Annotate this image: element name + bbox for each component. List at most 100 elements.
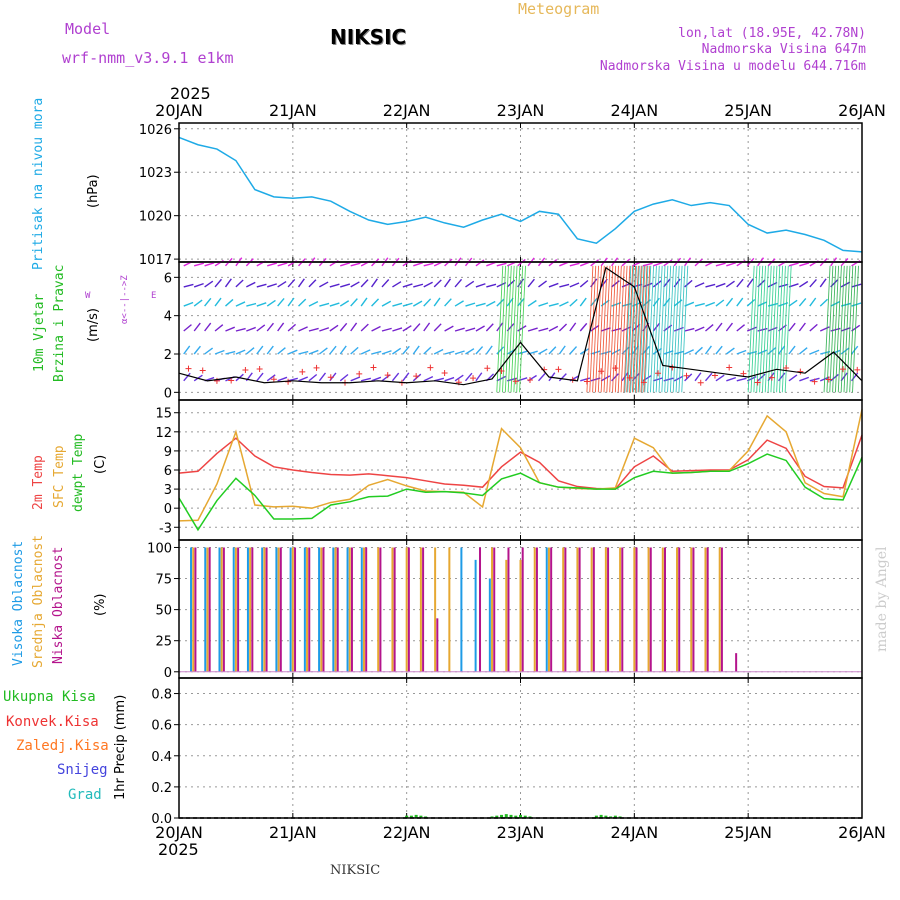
wind-arrow	[444, 350, 455, 355]
precip-bar	[519, 814, 522, 818]
wind-arrow	[736, 278, 744, 288]
wind-arrow	[486, 261, 496, 267]
year-top: 2025	[170, 84, 211, 103]
wind-burst-streak	[626, 265, 634, 393]
wind-arrow	[475, 283, 486, 288]
wind-arrow	[225, 326, 235, 332]
model-name: wrf-nmm_v3.9.1 e1km	[62, 49, 234, 67]
temp-ytick-label: 0	[164, 502, 172, 517]
wind-arrow	[548, 372, 556, 382]
gust-marker	[427, 364, 434, 371]
wind-arrow	[611, 327, 622, 332]
cloud-ytick-label: 50	[155, 604, 172, 619]
wind-arrow	[402, 372, 410, 382]
gust-marker	[768, 374, 775, 381]
wind-arrow	[799, 376, 810, 382]
wind-burst-streak	[650, 265, 657, 393]
wind-arrow	[715, 322, 723, 332]
wind-arrow	[736, 259, 746, 267]
wind-arrow	[694, 346, 703, 355]
wind-arrow	[371, 376, 382, 382]
wind-arrow	[350, 346, 359, 355]
wind-arrow	[788, 299, 798, 307]
wind-burst-streak	[849, 265, 857, 393]
wind-arrow	[193, 262, 205, 267]
wind-arrow	[788, 345, 796, 355]
pressure-panel: 1017 1020 1023 1026	[139, 122, 863, 268]
wind-arrow	[319, 327, 330, 332]
wind-arrow	[287, 323, 297, 332]
wind-arrow	[381, 279, 390, 288]
wind-arrow	[830, 373, 839, 382]
wind-arrow	[392, 281, 402, 288]
wind-burst-streak	[773, 265, 781, 393]
wind-arrow	[350, 281, 360, 288]
wind-arrow	[319, 302, 330, 307]
wind-arrow	[298, 350, 309, 355]
wind-arrow	[308, 327, 319, 332]
wind-arrow	[266, 345, 274, 355]
wind-arrow	[819, 278, 827, 288]
wind-arrow	[840, 281, 851, 288]
wind-arrow	[715, 282, 726, 288]
footer-station: NIKSIC	[330, 863, 380, 878]
wind-arrow	[454, 300, 464, 307]
precip-ytick-label: 0.2	[151, 781, 172, 796]
bottom-date-label: 24JAN	[610, 823, 658, 842]
precip-bar	[490, 816, 494, 818]
wind-arrow	[256, 345, 264, 355]
wind-arrow	[517, 325, 527, 332]
wind-burst-streak	[647, 265, 655, 393]
wind-arrow	[225, 350, 236, 355]
wind-arrow	[183, 372, 191, 382]
wind-arrow	[684, 327, 695, 332]
bottom-date-label: 23JAN	[497, 823, 545, 842]
wind-arrow	[266, 374, 276, 382]
wind-arrow	[653, 261, 663, 267]
wind-arrow	[246, 326, 256, 332]
precip-bar	[523, 815, 527, 818]
wind-arrow	[517, 377, 528, 382]
wind-arrow	[454, 327, 465, 332]
wind-arrow	[245, 347, 255, 355]
wind-arrow	[548, 346, 557, 355]
wind-arrow	[350, 298, 358, 307]
wind-label: 10m Vjetar	[32, 294, 47, 372]
wind-arrow	[371, 325, 381, 332]
wind-arrow	[475, 259, 485, 267]
wind-arrow	[423, 262, 434, 267]
wind-arrow	[256, 302, 267, 307]
precip-panel: 0.0 0.2 0.4 0.6 0.8	[151, 677, 863, 827]
wind-arrow	[736, 377, 747, 382]
dewpt-line	[178, 453, 863, 532]
wind-burst-streak	[681, 265, 689, 393]
wind-burst-streak	[667, 265, 674, 393]
conv-precip-label: Konvek.Kisa	[6, 714, 99, 730]
wind-arrow	[465, 302, 476, 307]
bottom-date-label: 26JAN	[838, 823, 886, 842]
gust-marker	[754, 379, 761, 386]
precip-ytick-label: 0.0	[151, 812, 172, 827]
temp2m-label: 2m Temp	[31, 455, 46, 510]
wind-arrow	[538, 372, 546, 382]
wind-arrow	[621, 302, 632, 307]
wind-arrow	[329, 324, 339, 332]
gust-marker	[697, 379, 704, 386]
wind-burst-streak	[784, 265, 792, 393]
wind-arrow	[465, 280, 475, 288]
wind-burst-streak	[661, 265, 669, 393]
wind-arrow	[381, 327, 392, 332]
sfc-temp-label: SFC Temp	[52, 445, 67, 508]
graupel-label: Grad	[68, 787, 102, 803]
wind-burst-streak	[829, 265, 837, 393]
gust-marker	[683, 372, 690, 379]
gust-marker	[598, 368, 605, 375]
wind-arrow	[809, 297, 817, 307]
wind-arrow	[204, 297, 212, 307]
compass-ns: α<--|-->Z	[120, 275, 130, 324]
wind-arrow	[256, 283, 267, 288]
precip-bar	[613, 815, 617, 818]
gust-marker	[256, 365, 263, 372]
wind-burst-streak	[603, 265, 611, 393]
